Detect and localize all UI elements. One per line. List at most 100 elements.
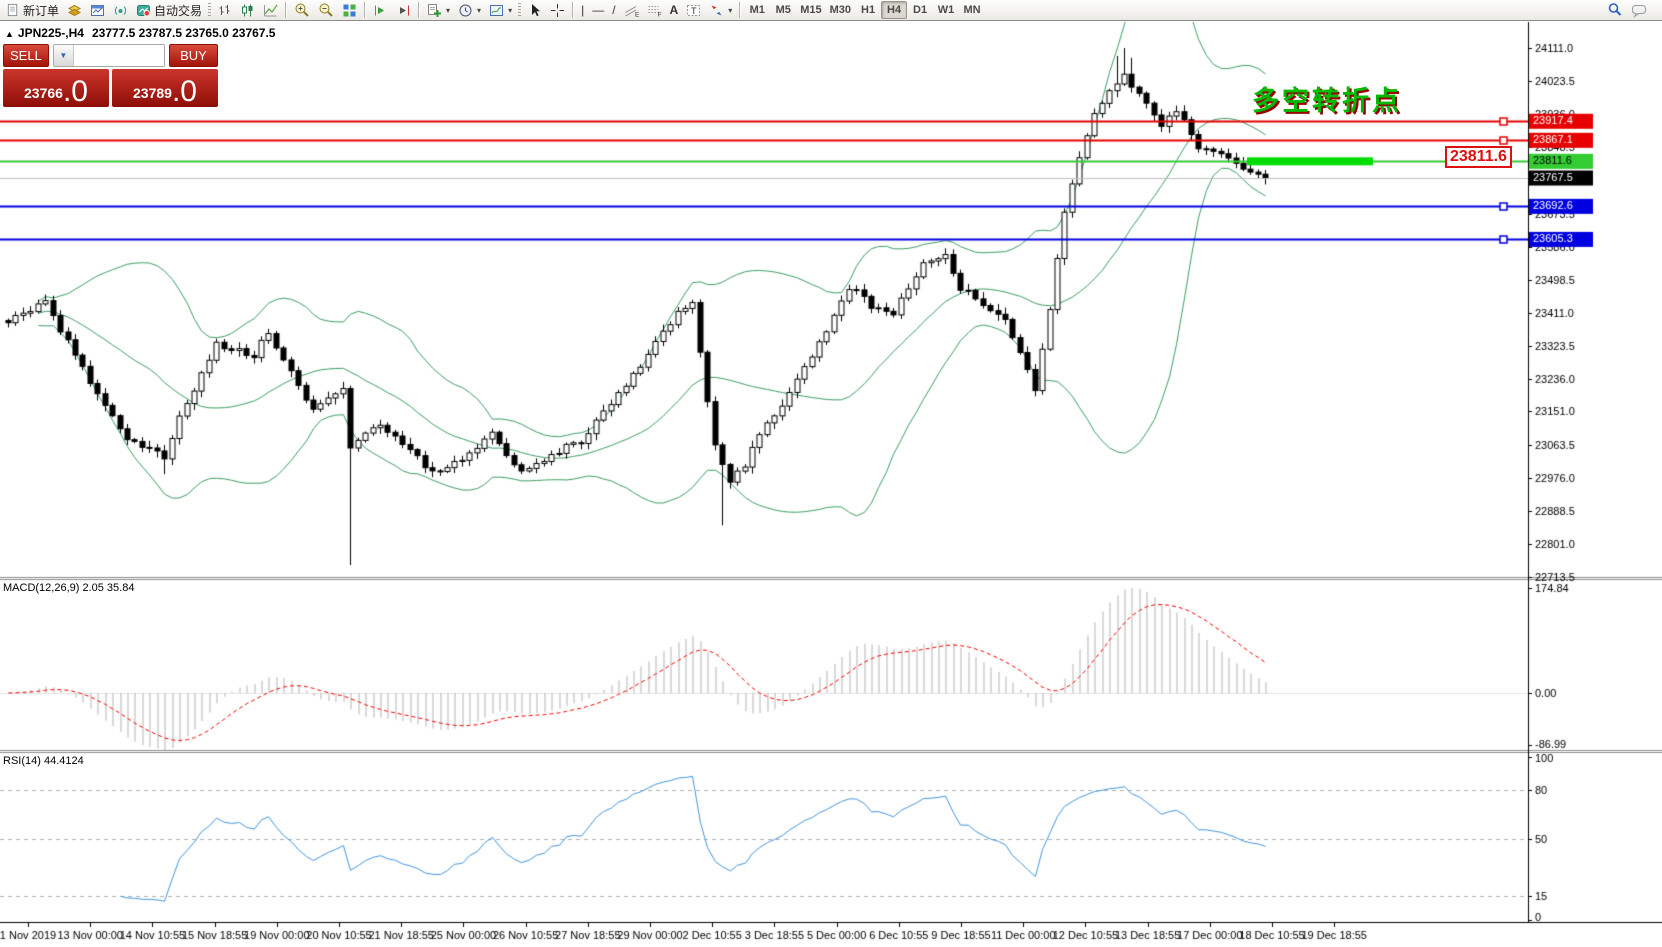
buy-price-frac: .0 <box>171 74 197 108</box>
trendline-button[interactable]: / <box>608 1 619 20</box>
timeframe-m15-button[interactable]: M15 <box>796 1 825 19</box>
line-studies-toolbar: | — / E F A T ▾ <box>577 0 736 20</box>
shift-chart-icon <box>375 5 385 15</box>
new-order-label: 新订单 <box>23 3 60 18</box>
dropdown-arrow[interactable]: ▾ <box>728 5 733 15</box>
timeframe-m5-button[interactable]: M5 <box>770 1 796 19</box>
signal-icon <box>114 5 127 15</box>
indicators-button[interactable]: ▾ <box>423 1 454 20</box>
indicators-toolbar: ▾ ▾ ▾ <box>423 0 516 20</box>
rsi-label: RSI(14) 44.4124 <box>3 755 84 767</box>
charts-profile-button[interactable] <box>63 1 86 20</box>
buy-button[interactable]: BUY <box>169 44 218 67</box>
ohlc-values: 23777.5 23787.5 23765.0 23767.5 <box>91 26 276 40</box>
bar-chart-icon <box>219 4 230 15</box>
periods-clock-icon <box>459 4 472 16</box>
new-order-icon <box>7 3 18 17</box>
zoom-toolbar <box>290 0 361 20</box>
toolbar: 新订单 自动交易 <box>0 0 1662 21</box>
equidistant-channel-button[interactable]: E <box>620 1 643 20</box>
svg-text:F: F <box>657 11 661 18</box>
shift-toolbar <box>369 0 415 20</box>
timeframe-m30-button[interactable]: M30 <box>826 1 855 19</box>
auto-trading-icon <box>137 4 151 17</box>
toolbar-separator <box>572 2 575 18</box>
market-watch-button[interactable] <box>86 1 109 20</box>
text-button[interactable]: A <box>666 1 683 20</box>
trendline-icon: / <box>612 3 616 17</box>
text-label-button[interactable]: T <box>682 1 705 20</box>
toolbar-drag-handle <box>518 3 522 17</box>
dropdown-arrow[interactable]: ▾ <box>477 5 482 15</box>
tile-windows-button[interactable] <box>338 1 361 20</box>
search-button[interactable] <box>1603 1 1627 20</box>
collapse-panel-arrow[interactable]: ▲ <box>5 29 14 39</box>
horizontal-line-button[interactable]: — <box>588 1 608 20</box>
buy-price-button[interactable]: 23789.0 <box>112 69 218 107</box>
svg-text:T: T <box>691 6 697 16</box>
chart-shift-button[interactable] <box>392 1 415 20</box>
equidistant-channel-icon: E <box>624 5 639 18</box>
auto-trading-label: 自动交易 <box>154 3 203 18</box>
bar-chart-button[interactable] <box>213 1 236 20</box>
horizontal-line-icon: — <box>592 3 605 17</box>
chat-button[interactable] <box>1627 1 1652 20</box>
periods-button[interactable]: ▾ <box>454 1 485 20</box>
vertical-line-button[interactable]: | <box>577 1 588 20</box>
one-click-trading-panel: SELL ▼ ▲ BUY 23766.0 23789.0 <box>3 44 218 107</box>
sell-price-main: 23766 <box>24 85 63 101</box>
auto-scroll-button[interactable] <box>369 1 392 20</box>
sell-button[interactable]: SELL <box>3 44 49 67</box>
label-icon: T <box>687 4 701 16</box>
chart-type-toolbar <box>213 0 282 20</box>
charts-profile-icon <box>67 4 82 16</box>
cursor-toolbar <box>523 0 569 20</box>
line-chart-button[interactable] <box>259 1 282 20</box>
timeframe-h1-button[interactable]: H1 <box>855 1 881 19</box>
templates-button[interactable]: ▾ <box>485 1 516 20</box>
chart-annotation-text: 多空转折点 <box>1252 86 1402 116</box>
vertical-line-icon: | <box>581 3 585 17</box>
volume-decrease-button[interactable]: ▼ <box>53 45 74 66</box>
chat-icon <box>1632 4 1646 18</box>
fibonacci-icon: F <box>648 5 661 18</box>
timeframe-mn-button[interactable]: MN <box>959 1 985 19</box>
shift-end-icon <box>400 5 410 15</box>
auto-trading-button[interactable]: 自动交易 <box>132 1 206 20</box>
zoom-out-icon <box>319 3 333 17</box>
svg-text:E: E <box>635 11 639 18</box>
signals-button[interactable] <box>109 1 132 20</box>
timeframe-m1-button[interactable]: M1 <box>744 1 770 19</box>
cursor-button[interactable] <box>523 1 546 20</box>
zoom-out-button[interactable] <box>314 1 338 20</box>
candlestick-chart-button[interactable] <box>236 1 259 20</box>
timeframe-w1-button[interactable]: W1 <box>933 1 959 19</box>
dropdown-arrow[interactable]: ▾ <box>508 5 513 15</box>
arrows-button[interactable]: ▾ <box>705 1 736 20</box>
line-chart-icon <box>264 4 278 16</box>
dropdown-arrow[interactable]: ▾ <box>446 5 451 15</box>
cursor-icon <box>532 3 541 16</box>
trade-panel-header: SELL ▼ ▲ BUY <box>3 44 218 67</box>
toolbar-separator <box>418 2 421 18</box>
tile-windows-icon <box>343 4 356 16</box>
toolbar-separator <box>285 2 288 18</box>
trade-panel-prices: 23766.0 23789.0 <box>3 69 218 107</box>
crosshair-button[interactable] <box>546 1 569 20</box>
zoom-in-button[interactable] <box>290 1 314 20</box>
fibonacci-button[interactable]: F <box>643 1 666 20</box>
macd-label: MACD(12,26,9) 2.05 35.84 <box>3 582 135 594</box>
toolbar-drag-handle <box>208 3 212 17</box>
search-icon <box>1608 3 1622 16</box>
volume-input[interactable] <box>73 45 164 66</box>
buy-price-main: 23789 <box>133 85 172 101</box>
sell-price-button[interactable]: 23766.0 <box>3 69 109 107</box>
candlestick-icon <box>242 4 253 16</box>
timeframe-d1-button[interactable]: D1 <box>907 1 933 19</box>
crosshair-icon <box>551 3 565 17</box>
symbol-timeframe-label: JPN225-,H4 <box>17 26 84 40</box>
new-order-button[interactable]: 新订单 <box>2 1 63 20</box>
timeframe-h4-button[interactable]: H4 <box>881 1 908 19</box>
